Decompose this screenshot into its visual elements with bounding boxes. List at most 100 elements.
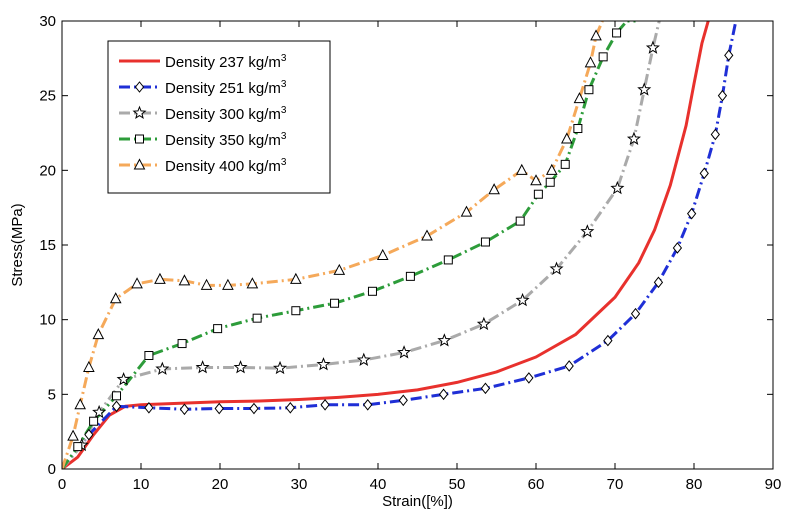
y-tick-label: 15 (39, 237, 56, 254)
legend-label: Density 251 kg/m3 (165, 79, 287, 97)
data-point-square (89, 416, 99, 426)
data-point-diamond (630, 307, 641, 320)
data-point-triangle (488, 183, 500, 195)
x-tick-label: 30 (291, 476, 308, 493)
y-tick-label: 0 (48, 461, 56, 478)
legend-marker-star (132, 105, 147, 119)
legend-item-5: Density 400 kg/m3 (119, 157, 287, 175)
y-tick-label: 10 (39, 312, 56, 329)
data-point-star (645, 40, 660, 54)
data-point-star (476, 316, 491, 331)
legend-label-superscript: 3 (281, 157, 287, 168)
x-tick-label: 80 (686, 476, 703, 493)
legend-label-text: Density 400 kg/m (165, 158, 281, 175)
data-point-diamond (249, 402, 259, 415)
data-point-star (437, 333, 452, 347)
data-point-diamond (686, 207, 697, 220)
data-point-star (195, 360, 210, 374)
data-point-star (637, 82, 652, 96)
data-point-triangle (573, 92, 586, 104)
x-tick-label: 50 (449, 476, 466, 493)
data-point-diamond (717, 89, 728, 102)
data-point-diamond (144, 401, 154, 414)
data-point-square (213, 324, 223, 334)
data-point-triangle (584, 56, 597, 68)
data-point-diamond (672, 242, 683, 254)
legend-marker-diamond (134, 81, 145, 93)
data-point-square (560, 159, 570, 169)
data-point-diamond (84, 428, 94, 441)
data-point-square (573, 124, 583, 134)
legend-label-text: Density 300 kg/m (165, 106, 281, 123)
data-point-triangle (131, 277, 143, 289)
data-point-triangle (590, 29, 602, 41)
legend-label: Density 300 kg/m3 (165, 105, 287, 123)
x-tick-label: 0 (58, 476, 66, 493)
legend-label-text: Density 350 kg/m (165, 132, 281, 149)
data-point-diamond (699, 167, 709, 180)
series-line-5 (62, 21, 604, 469)
legend-label: Density 400 kg/m3 (165, 157, 287, 175)
legend-item-4: Density 350 kg/m3 (119, 131, 287, 149)
legend-label: Density 237 kg/m3 (165, 53, 287, 71)
data-point-triangle (109, 292, 122, 304)
data-point-square (330, 298, 340, 308)
legend-marker-square (135, 134, 144, 144)
data-point-star (316, 357, 331, 371)
legend-label-superscript: 3 (281, 53, 287, 64)
y-tick-label: 20 (39, 162, 56, 179)
legend-label-text: Density 251 kg/m (165, 80, 281, 97)
data-point-triangle (290, 272, 302, 284)
data-point-diamond (524, 372, 534, 384)
x-tick-label: 70 (607, 476, 624, 493)
data-point-diamond (285, 401, 295, 414)
data-point-diamond (653, 276, 664, 289)
data-point-diamond (724, 49, 734, 62)
data-point-star (92, 404, 107, 419)
data-point-star (155, 361, 170, 375)
y-tick-label: 30 (39, 13, 56, 30)
legend-label-superscript: 3 (281, 131, 287, 142)
data-point-diamond (179, 403, 190, 416)
data-point-square (73, 442, 83, 452)
x-tick-label: 40 (370, 476, 387, 493)
plot-frame (61, 20, 774, 470)
legend-label-superscript: 3 (281, 105, 287, 116)
data-point-triangle (530, 174, 542, 186)
legend-box (107, 40, 331, 194)
legend-item-1: Density 237 kg/m3 (119, 53, 287, 71)
y-tick-label: 5 (48, 386, 56, 403)
data-point-square (112, 391, 122, 401)
data-point-diamond (214, 402, 224, 415)
series-markers (67, 28, 734, 452)
data-point-diamond (710, 128, 720, 141)
data-point-triangle (545, 163, 558, 175)
data-point-square (405, 271, 415, 281)
data-point-diamond (603, 334, 613, 347)
data-point-star (233, 360, 248, 374)
data-point-star (116, 372, 131, 386)
data-point-square (545, 177, 555, 187)
data-point-square (584, 85, 594, 95)
data-point-square (291, 306, 301, 316)
data-point-diamond (564, 360, 574, 372)
data-point-diamond (320, 398, 330, 411)
data-point-triangle (178, 274, 191, 286)
data-point-star (273, 360, 288, 375)
data-point-square (252, 313, 262, 323)
data-point-diamond (111, 400, 122, 413)
x-tick-label: 60 (528, 476, 545, 493)
data-point-square (443, 255, 453, 265)
data-point-square (515, 216, 525, 226)
data-point-triangle (67, 429, 79, 441)
legend-label-superscript: 3 (281, 79, 287, 90)
data-point-star (610, 180, 625, 195)
data-point-diamond (363, 398, 373, 411)
legend-label-text: Density 237 kg/m (165, 54, 281, 71)
x-tick-label: 10 (133, 476, 150, 493)
data-point-star (549, 261, 564, 275)
data-point-triangle (515, 163, 528, 175)
data-point-triangle (92, 328, 105, 340)
